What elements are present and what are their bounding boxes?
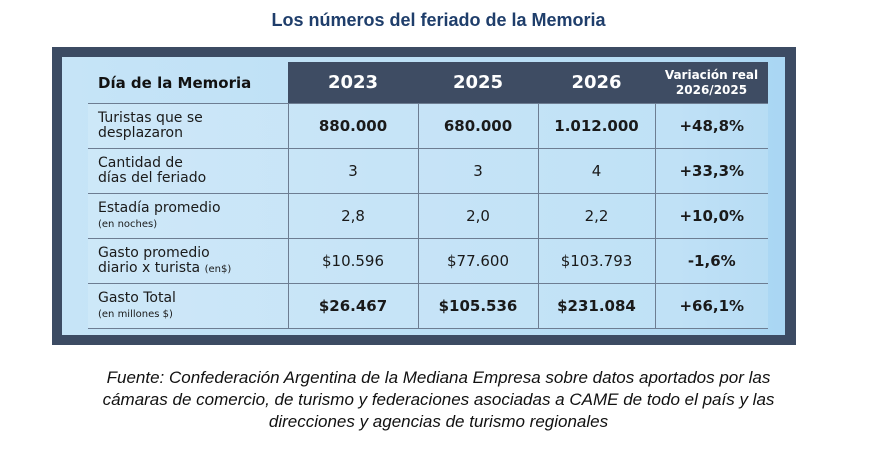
source-line: direcciones y agencias de turismo region… — [268, 412, 609, 431]
value-cell: 3 — [287, 148, 419, 194]
row-label: Gasto promedio diario x turista (en$) — [88, 238, 289, 284]
value-cell: 880.000 — [287, 103, 419, 149]
row-label: Turistas que se desplazaron — [88, 103, 289, 149]
value-cell: $77.600 — [417, 238, 539, 284]
data-table: Día de la Memoria 2023 2025 2026 Variaci… — [88, 62, 768, 329]
header-2025: 2025 — [418, 62, 538, 104]
row-label: Cantidad de días del feriado — [88, 148, 289, 194]
value-cell: $103.793 — [537, 238, 656, 284]
source-line: Fuente: Confederación Argentina de la Me… — [106, 368, 771, 387]
page-title: Los números del feriado de la Memoria — [271, 10, 606, 30]
row-label: Estadía promedio (en noches) — [88, 193, 289, 239]
header-row: Día de la Memoria 2023 2025 2026 Variaci… — [88, 62, 768, 104]
table-row: Gasto promedio diario x turista (en$) $10.… — [88, 238, 768, 284]
header-2023: 2023 — [288, 62, 418, 104]
source-line: cámaras de comercio, de turismo y federa… — [102, 390, 775, 409]
value-cell: $105.536 — [417, 283, 539, 329]
header-variation-line1: Variación real — [664, 67, 759, 82]
header-variation-line2: 2026/2025 — [675, 82, 748, 97]
table-row: Gasto Total (en millones $) $26.467 $105.53… — [88, 283, 768, 329]
variation-cell: -1,6% — [654, 238, 768, 284]
value-cell: 3 — [417, 148, 539, 194]
value-cell: $26.467 — [287, 283, 419, 329]
value-cell: 2,2 — [537, 193, 656, 239]
table-frame: Día de la Memoria 2023 2025 2026 Variaci… — [52, 47, 796, 345]
table-row: Turistas que se desplazaron 880.000 680.000… — [88, 103, 768, 149]
value-cell: $231.084 — [537, 283, 656, 329]
header-label: Día de la Memoria — [98, 73, 252, 92]
header-2026: 2026 — [538, 62, 655, 104]
variation-cell: +48,8% — [654, 103, 768, 149]
table-row: Estadía promedio (en noches) 2,8 2,0 2,2 +10,… — [88, 193, 768, 239]
table-panel: Día de la Memoria 2023 2025 2026 Variaci… — [62, 57, 785, 335]
value-cell: 4 — [537, 148, 656, 194]
value-cell: $10.596 — [287, 238, 419, 284]
variation-cell: +10,0% — [654, 193, 768, 239]
table-row: Cantidad de días del feriado 3 3 4 +33,3% — [88, 148, 768, 194]
source-note: Fuente: Confederación Argentina de la Me… — [0, 367, 877, 433]
value-cell: 2,0 — [417, 193, 539, 239]
variation-cell: +33,3% — [654, 148, 768, 194]
value-cell: 680.000 — [417, 103, 539, 149]
value-cell: 2,8 — [287, 193, 419, 239]
variation-cell: +66,1% — [654, 283, 768, 329]
header-variation: Variación real 2026/2025 — [655, 62, 768, 104]
row-label: Gasto Total (en millones $) — [88, 283, 289, 329]
value-cell: 1.012.000 — [537, 103, 656, 149]
